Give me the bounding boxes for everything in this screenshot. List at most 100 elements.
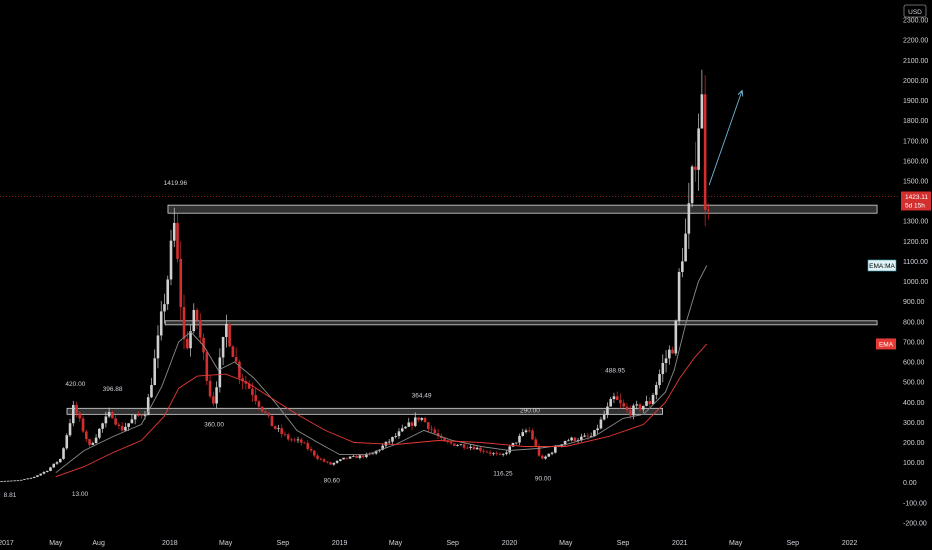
indicator-tag <box>867 259 897 272</box>
candle-body <box>163 304 166 312</box>
x-tick-label: 2022 <box>842 540 858 547</box>
candle-body <box>674 320 678 354</box>
y-tick-label: 2300.00 <box>903 18 928 25</box>
candle-body <box>176 222 179 259</box>
indicator-tag-label: EMA <box>879 341 894 348</box>
y-tick-label: 700.00 <box>903 339 925 346</box>
candle-body <box>172 222 176 241</box>
candle-body <box>534 439 538 446</box>
candle-body <box>55 462 59 464</box>
candle-body <box>241 378 244 382</box>
candle-body <box>29 477 33 479</box>
x-tick-label: 2018 <box>162 540 178 547</box>
candle-body <box>570 437 573 441</box>
candle-body <box>479 447 482 451</box>
candle-body <box>78 413 82 419</box>
x-tick-label: 2019 <box>332 540 348 547</box>
candle-body <box>146 397 150 416</box>
x-tick-label: 2021 <box>672 540 688 547</box>
candle-body <box>440 436 443 439</box>
candle-body <box>563 440 567 445</box>
y-tick-label: -200.00 <box>903 520 927 527</box>
annotation-label: 8.81 <box>4 492 17 499</box>
indicator-tag-label: EMA:MA <box>869 263 895 270</box>
candle-body <box>32 476 36 478</box>
ema-ma-line <box>55 265 708 474</box>
candle-body <box>267 412 271 416</box>
candle-body <box>619 400 622 404</box>
x-tick-label: May <box>559 540 573 547</box>
candle-body <box>580 436 583 441</box>
candle-body <box>697 128 700 170</box>
candle-body <box>540 455 544 459</box>
candle-body <box>303 442 306 444</box>
candle-body <box>648 401 652 405</box>
y-tick-label: 900.00 <box>903 299 925 306</box>
y-tick-label: 1600.00 <box>903 158 928 165</box>
candle-body <box>612 396 616 400</box>
x-tick-label: 2020 <box>502 540 518 547</box>
price-axis[interactable]: -200.00 -100.00 0.00 100.00 200.00 300.00 400.… <box>903 18 928 528</box>
x-tick-label: May <box>219 540 233 547</box>
y-tick-label: 200.00 <box>903 440 925 447</box>
candle-body <box>599 419 603 429</box>
candle-body <box>199 320 202 338</box>
candle-body <box>107 411 111 417</box>
candle-body <box>26 478 29 480</box>
candle-body <box>212 396 215 404</box>
y-tick-label: -100.00 <box>903 500 927 507</box>
candle-body <box>309 448 313 451</box>
candle-body <box>238 361 241 379</box>
candle-body <box>192 309 196 332</box>
candle-body <box>511 442 515 447</box>
candle-body <box>39 473 43 476</box>
candle-body <box>19 479 23 481</box>
candle-body <box>182 307 186 339</box>
annotation-label: 364.49 <box>412 392 432 399</box>
candle-body <box>52 463 56 468</box>
candle-body <box>622 403 626 407</box>
projection-arrow <box>708 89 744 186</box>
candle-body <box>127 423 130 427</box>
candle-body <box>365 453 368 458</box>
projection-line <box>708 90 743 186</box>
x-tick-label: May <box>49 540 63 547</box>
candle-body <box>368 453 371 455</box>
candle-body <box>436 433 440 437</box>
candle-body <box>137 414 140 416</box>
candle-body <box>329 462 332 465</box>
candle-body <box>124 426 127 431</box>
candle-body <box>189 331 192 349</box>
candlesticks <box>0 69 710 482</box>
y-tick-label: 1700.00 <box>903 138 928 145</box>
candle-body <box>94 437 98 444</box>
candle-body <box>472 446 476 450</box>
candle-body <box>270 415 274 427</box>
candle-body <box>602 414 606 420</box>
candle-body <box>505 452 508 454</box>
ema-line <box>55 343 708 478</box>
time-axis[interactable]: 2017 May Aug 2018 May Sep 2019 May Sep 2020 May Sep… <box>0 540 858 547</box>
candle-body <box>342 457 345 460</box>
candle-body <box>567 440 570 442</box>
candle-body <box>391 436 394 442</box>
candle-body <box>583 435 586 437</box>
candle-body <box>150 385 153 398</box>
y-tick-label: 100.00 <box>903 460 925 467</box>
zone-1 <box>164 320 878 326</box>
candle-body <box>456 445 459 447</box>
candle-body <box>348 456 352 459</box>
annotation-label: 90.00 <box>535 476 552 483</box>
y-tick-label: 0.00 <box>903 480 917 487</box>
zone-2 <box>66 407 663 415</box>
candle-body <box>120 425 124 431</box>
candle-body <box>374 450 378 454</box>
candle-body <box>339 459 342 461</box>
candle-body <box>453 443 456 446</box>
candle-body <box>544 456 547 459</box>
candle-body <box>185 338 189 349</box>
candle-body <box>521 432 525 436</box>
candle-body <box>397 431 401 437</box>
